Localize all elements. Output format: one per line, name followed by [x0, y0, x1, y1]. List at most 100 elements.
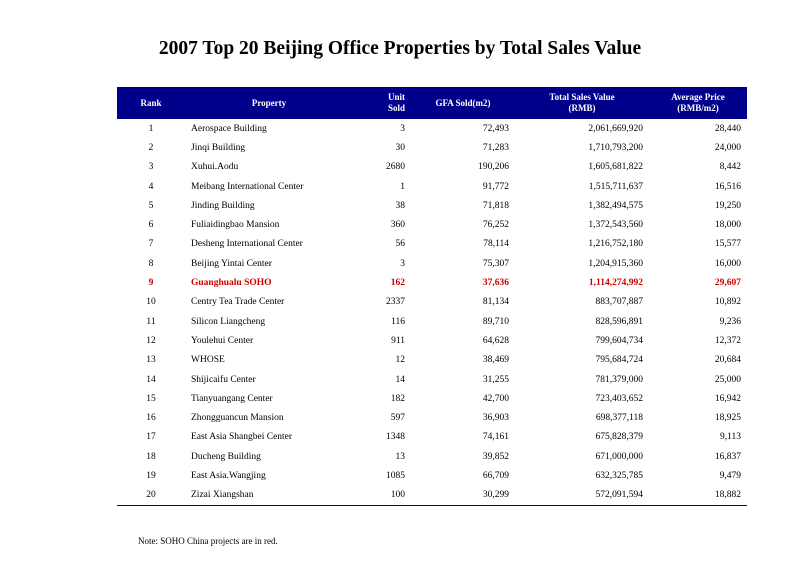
- cell-total-sales: 1,204,915,360: [588, 258, 643, 269]
- table-row-highlighted: 9 Guanghualu SOHO 162 37,636 1,114,274,992 29…: [117, 273, 747, 292]
- cell-gfa-sold: 71,818: [482, 200, 509, 211]
- cell-average-price: 9,479: [719, 470, 741, 481]
- cell-total-sales: 883,707,887: [595, 297, 644, 308]
- cell-total-sales: 1,515,711,637: [588, 181, 643, 192]
- cell-gfa-sold: 64,628: [482, 335, 509, 346]
- table-body: 1 Aerospace Building 3 72,493 2,061,669,920 2…: [117, 119, 747, 506]
- table-row: 1 Aerospace Building 3 72,493 2,061,669,920 2…: [117, 119, 747, 138]
- cell-rank: 14: [146, 374, 156, 385]
- cell-unit-sold: 12: [395, 355, 406, 366]
- table-row: 14 Shijicaifu Center 14 31,255 781,379,000 25…: [117, 370, 747, 389]
- cell-total-sales: 632,325,785: [595, 470, 644, 481]
- cell-total-sales: 572,091,594: [515, 485, 649, 506]
- table-row: 10 Centry Tea Trade Center 2337 81,134 883,7…: [117, 293, 747, 312]
- table-row: 6 Fuliaidingbao Mansion 360 76,252 1,372,543…: [117, 215, 747, 234]
- header-total-sales-line2: (RMB): [568, 103, 596, 113]
- table-header: Rank Property Unit Sold GFA Sold(m2) Tota…: [117, 87, 747, 119]
- header-average-price-line2: (RMB/m2): [677, 103, 719, 113]
- sales-table-container: Rank Property Unit Sold GFA Sold(m2) Tota…: [117, 87, 747, 506]
- cell-gfa-sold: 91,772: [482, 181, 509, 192]
- cell-unit-sold: 116: [391, 316, 405, 327]
- cell-gfa-sold: 75,307: [482, 258, 509, 269]
- table-row: 12 Youlehui Center 911 64,628 799,604,734 12,…: [117, 331, 747, 350]
- header-rank-label: Rank: [140, 97, 162, 108]
- cell-total-sales: 795,684,724: [595, 355, 644, 366]
- cell-gfa-sold: 81,134: [482, 297, 509, 308]
- cell-gfa-sold: 38,469: [482, 355, 509, 366]
- cell-property: Xuhui.Aodu: [191, 162, 239, 173]
- cell-average-price: 18,000: [714, 220, 741, 231]
- cell-rank: 6: [148, 220, 154, 231]
- cell-property: Centry Tea Trade Center: [191, 297, 285, 308]
- cell-rank: 3: [148, 162, 154, 173]
- header-gfa-sold-label: GFA Sold(m2): [435, 97, 491, 108]
- cell-rank: 2: [148, 142, 154, 153]
- cell-average-price: 12,372: [714, 335, 741, 346]
- table-row: 16 Zhongguancun Mansion 597 36,903 698,377,1…: [117, 408, 747, 427]
- cell-unit-sold: 3: [400, 258, 405, 269]
- cell-rank: 17: [146, 432, 156, 443]
- cell-gfa-sold: 72,493: [482, 123, 509, 134]
- cell-property: Ducheng Building: [191, 451, 261, 462]
- cell-total-sales: 671,000,000: [595, 451, 644, 462]
- cell-property: Youlehui Center: [191, 335, 254, 346]
- cell-unit-sold: 360: [390, 220, 405, 231]
- cell-property: Meibang International Center: [191, 181, 304, 192]
- table-row: 8 Beijing Yintai Center 3 75,307 1,204,915,3…: [117, 254, 747, 273]
- cell-average-price: 9,236: [719, 316, 741, 327]
- cell-total-sales: 799,604,734: [595, 335, 644, 346]
- cell-total-sales: 1,114,274,992: [588, 278, 643, 289]
- cell-property: Silicon Liangcheng: [191, 316, 266, 327]
- cell-property: Fuliaidingbao Mansion: [191, 220, 280, 231]
- cell-unit-sold: 14: [395, 374, 406, 385]
- header-row: Rank Property Unit Sold GFA Sold(m2) Tota…: [117, 87, 747, 119]
- cell-property: Guanghualu SOHO: [191, 278, 272, 289]
- cell-rank: 8: [148, 258, 154, 269]
- header-unit-sold-line1: Unit: [387, 92, 405, 102]
- cell-average-price: 16,837: [714, 451, 741, 462]
- cell-average-price: 8,442: [719, 162, 741, 173]
- cell-gfa-sold: 190,206: [478, 162, 509, 173]
- cell-unit-sold: 2337: [386, 297, 405, 308]
- header-rank: Rank: [117, 87, 185, 119]
- cell-rank: 13: [146, 355, 156, 366]
- cell-rank: 20: [117, 485, 185, 506]
- cell-average-price: 16,516: [714, 181, 741, 192]
- cell-total-sales: 828,596,891: [595, 316, 644, 327]
- cell-average-price: 10,892: [714, 297, 741, 308]
- cell-gfa-sold: 89,710: [482, 316, 509, 327]
- cell-property: Jinding Building: [191, 200, 255, 211]
- cell-property: Zhongguancun Mansion: [191, 413, 284, 424]
- cell-total-sales: 1,605,681,822: [588, 162, 643, 173]
- cell-property: East Asia.Wangjing: [191, 470, 266, 481]
- cell-unit-sold: 3: [400, 123, 405, 134]
- cell-property: Desheng International Center: [191, 239, 303, 250]
- cell-unit-sold: 911: [391, 335, 405, 346]
- cell-unit-sold: 30: [395, 142, 406, 153]
- cell-average-price: 25,000: [714, 374, 741, 385]
- cell-total-sales: 2,061,669,920: [588, 123, 643, 134]
- cell-total-sales: 781,379,000: [595, 374, 644, 385]
- cell-gfa-sold: 39,852: [482, 451, 509, 462]
- cell-average-price: 16,000: [714, 258, 741, 269]
- cell-unit-sold: 1: [400, 181, 405, 192]
- table-row: 7 Desheng International Center 56 78,114 1,2…: [117, 235, 747, 254]
- cell-property: Tianyuangang Center: [191, 393, 273, 404]
- cell-average-price: 9,113: [719, 432, 741, 443]
- cell-total-sales: 1,372,543,560: [588, 220, 643, 231]
- cell-average-price: 20,684: [714, 355, 741, 366]
- sales-table: Rank Property Unit Sold GFA Sold(m2) Tota…: [117, 87, 747, 506]
- table-row: 5 Jinding Building 38 71,818 1,382,494,575 19…: [117, 196, 747, 215]
- header-total-sales: Total Sales Value (RMB): [515, 87, 649, 119]
- cell-gfa-sold: 74,161: [482, 432, 509, 443]
- cell-unit-sold: 56: [395, 239, 406, 250]
- header-total-sales-line1: Total Sales Value: [549, 92, 615, 102]
- cell-rank: 15: [146, 393, 156, 404]
- cell-average-price: 18,925: [714, 413, 741, 424]
- cell-gfa-sold: 31,255: [482, 374, 509, 385]
- cell-gfa-sold: 66,709: [482, 470, 509, 481]
- cell-rank: 12: [146, 335, 156, 346]
- cell-rank: 10: [146, 297, 156, 308]
- cell-property: Beijing Yintai Center: [191, 258, 272, 269]
- cell-gfa-sold: 76,252: [482, 220, 509, 231]
